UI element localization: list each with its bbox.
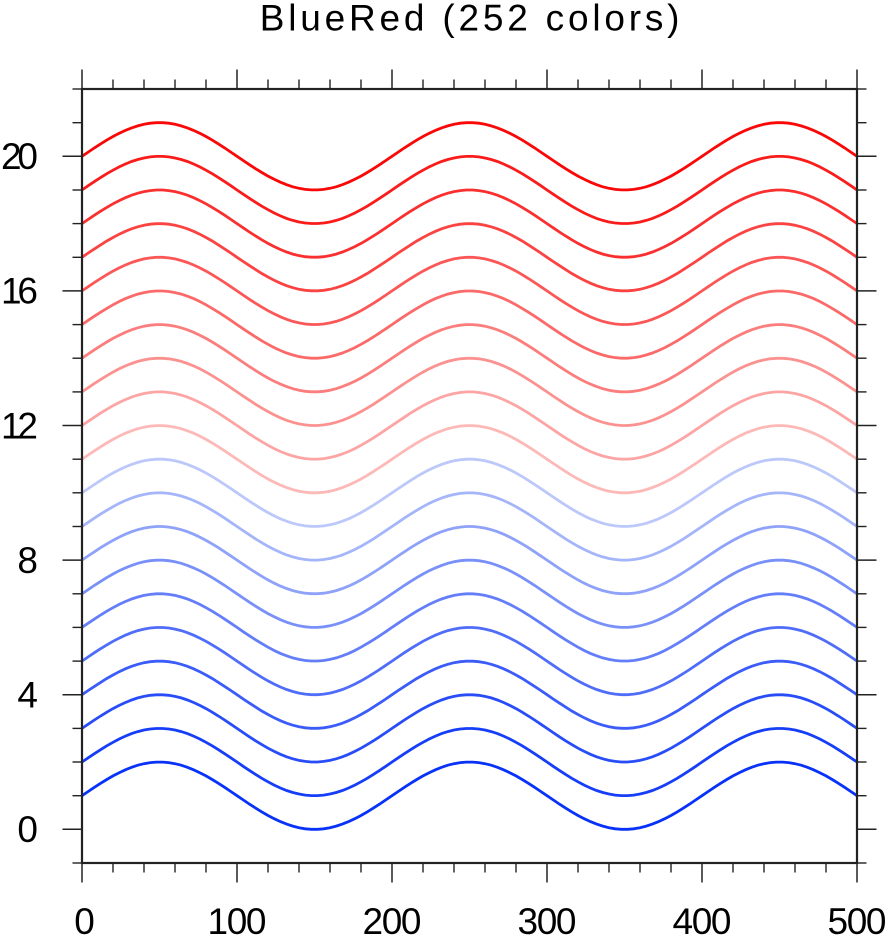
svg-text:500: 500 <box>828 901 886 935</box>
svg-text:8: 8 <box>17 540 38 581</box>
svg-text:12: 12 <box>1 405 38 446</box>
svg-text:20: 20 <box>1 136 38 177</box>
svg-text:16: 16 <box>1 271 38 312</box>
svg-text:400: 400 <box>673 901 732 935</box>
svg-text:0: 0 <box>17 809 38 850</box>
svg-text:4: 4 <box>17 675 38 716</box>
svg-text:200: 200 <box>363 901 422 935</box>
svg-text:300: 300 <box>518 901 577 935</box>
svg-text:BlueRed (252 colors): BlueRed (252 colors) <box>260 0 684 39</box>
svg-text:100: 100 <box>208 901 267 935</box>
svg-text:0: 0 <box>74 901 95 935</box>
